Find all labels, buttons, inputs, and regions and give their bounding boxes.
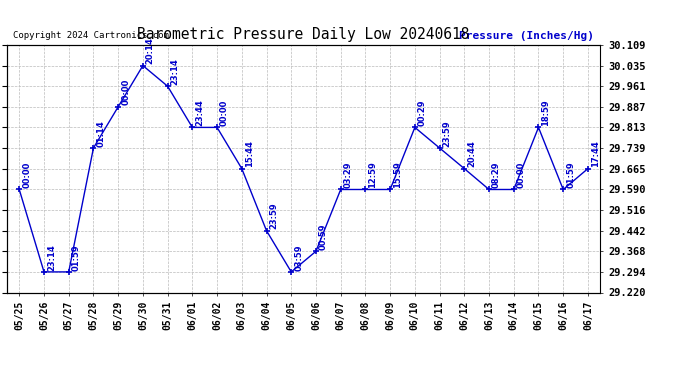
Text: 23:14: 23:14	[47, 244, 56, 270]
Text: 20:44: 20:44	[467, 141, 476, 167]
Text: 01:59: 01:59	[566, 162, 575, 188]
Text: 03:29: 03:29	[344, 162, 353, 188]
Text: 00:00: 00:00	[121, 79, 130, 105]
Text: 00:59: 00:59	[319, 224, 328, 250]
Text: 17:44: 17:44	[591, 141, 600, 167]
Text: 01:14: 01:14	[97, 120, 106, 147]
Text: 08:29: 08:29	[492, 162, 501, 188]
Text: 23:44: 23:44	[195, 99, 204, 126]
Text: Pressure (Inches/Hg): Pressure (Inches/Hg)	[460, 32, 594, 41]
Text: 18:59: 18:59	[542, 99, 551, 126]
Text: 20:14: 20:14	[146, 38, 155, 64]
Text: 03:59: 03:59	[294, 244, 303, 270]
Title: Barometric Pressure Daily Low 20240618: Barometric Pressure Daily Low 20240618	[137, 27, 470, 42]
Text: 01:59: 01:59	[72, 244, 81, 270]
Text: 00:00: 00:00	[22, 162, 31, 188]
Text: 00:00: 00:00	[517, 162, 526, 188]
Text: 23:59: 23:59	[442, 120, 451, 147]
Text: 15:59: 15:59	[393, 161, 402, 188]
Text: 12:59: 12:59	[368, 161, 377, 188]
Text: Copyright 2024 Cartronics.com: Copyright 2024 Cartronics.com	[13, 32, 169, 40]
Text: 23:59: 23:59	[270, 202, 279, 229]
Text: 00:00: 00:00	[220, 100, 229, 126]
Text: 15:44: 15:44	[245, 140, 254, 167]
Text: 23:14: 23:14	[170, 58, 179, 85]
Text: 00:29: 00:29	[418, 99, 427, 126]
